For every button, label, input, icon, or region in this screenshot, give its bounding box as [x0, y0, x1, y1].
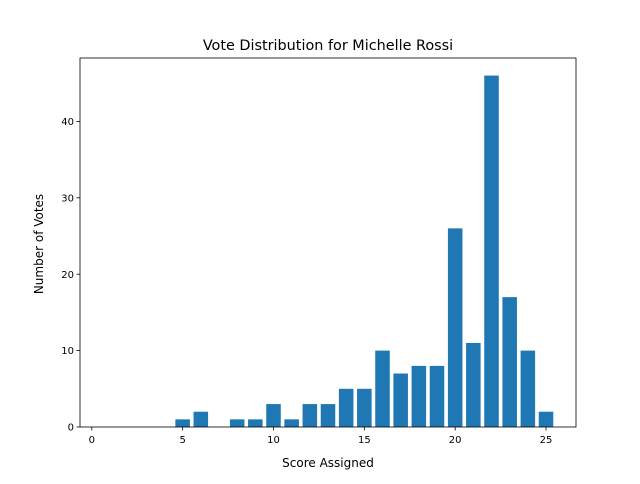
y-axis-label: Number of Votes: [32, 194, 46, 294]
bar-score-14: [338, 388, 354, 427]
y-tick-label-20: 20: [61, 270, 74, 281]
bar-score-22: [484, 75, 499, 427]
chart-title: Vote Distribution for Michelle Rossi: [203, 38, 453, 54]
bar-score-19: [429, 365, 445, 427]
bar-score-21: [466, 342, 481, 427]
y-tick-label-30: 30: [61, 193, 74, 204]
bar-score-6: [193, 411, 209, 427]
x-tick-label-5: 5: [179, 435, 185, 446]
bar-score-17: [393, 373, 408, 427]
y-tick-label-0: 0: [68, 423, 74, 434]
x-tick-label-15: 15: [358, 435, 371, 446]
bar-score-15: [357, 388, 372, 427]
bars-layer: [175, 75, 554, 427]
bar-score-9: [248, 419, 263, 427]
bar-score-13: [320, 404, 336, 427]
bar-score-18: [411, 365, 427, 427]
bar-score-5: [175, 419, 190, 427]
bar-score-24: [520, 350, 536, 427]
x-tick-label-0: 0: [89, 435, 95, 446]
x-tick-label-25: 25: [540, 435, 553, 446]
y-tick-label-40: 40: [61, 117, 74, 128]
bar-score-12: [302, 404, 318, 427]
bar-score-11: [284, 419, 299, 427]
x-tick-label-10: 10: [267, 435, 280, 446]
x-axis-label: Score Assigned: [282, 456, 374, 470]
bar-score-23: [502, 297, 517, 427]
bar-score-10: [266, 404, 281, 427]
axes-layer: 0 5 10 15 20 25 0 10 20 30 40: [61, 57, 577, 446]
y-tick-label-10: 10: [61, 346, 74, 357]
bar-score-20: [447, 228, 463, 427]
bar-score-16: [375, 350, 390, 427]
bar-score-8: [229, 419, 245, 427]
plot-frame: [79, 57, 577, 428]
bar-score-25: [538, 411, 554, 427]
x-tick-label-20: 20: [449, 435, 462, 446]
